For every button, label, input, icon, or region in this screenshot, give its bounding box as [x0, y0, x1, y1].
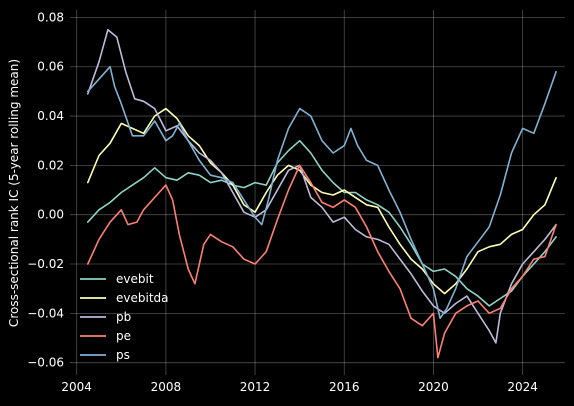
series-line-pb [87, 28, 557, 344]
plot-area-frame [70, 10, 565, 375]
y-tick-label: 0.04 [37, 109, 64, 123]
x-tick-label: 2004 [61, 380, 92, 394]
y-tick-label: 0.08 [37, 10, 64, 24]
y-tick-label: 0.00 [37, 208, 64, 222]
y-tick-label: −0.04 [27, 306, 64, 320]
series-line-evebitda [87, 107, 557, 295]
y-tick-label: −0.02 [27, 257, 64, 271]
series-line-pe [87, 164, 557, 359]
y-axis-ticks: −0.06 −0.04 −0.02 0.00 0.02 0.04 0.06 0.08 [27, 10, 64, 369]
x-tick-label: 2008 [151, 380, 182, 394]
series-lines [87, 28, 557, 359]
x-tick-label: 2012 [240, 380, 271, 394]
y-tick-label: 0.06 [37, 60, 64, 74]
x-axis-ticks: 2004 2008 2012 2016 2020 2024 [61, 380, 537, 394]
grid [70, 10, 565, 375]
series-line-ps [87, 65, 557, 320]
legend-label-evebitda: evebitda [116, 291, 169, 305]
y-tick-label: −0.06 [27, 356, 64, 370]
series-line-evebit [87, 139, 557, 307]
x-tick-label: 2016 [329, 380, 360, 394]
legend-label-evebit: evebit [116, 272, 154, 286]
y-tick-label: 0.02 [37, 158, 64, 172]
x-tick-label: 2020 [418, 380, 449, 394]
legend-label-ps: ps [116, 348, 130, 362]
legend: evebit evebitda pb pe ps [80, 272, 169, 362]
y-axis-title: Cross-sectional rank IC (5-year rolling … [7, 59, 21, 327]
legend-label-pb: pb [116, 310, 131, 324]
legend-label-pe: pe [116, 329, 131, 343]
x-tick-label: 2024 [507, 380, 538, 394]
